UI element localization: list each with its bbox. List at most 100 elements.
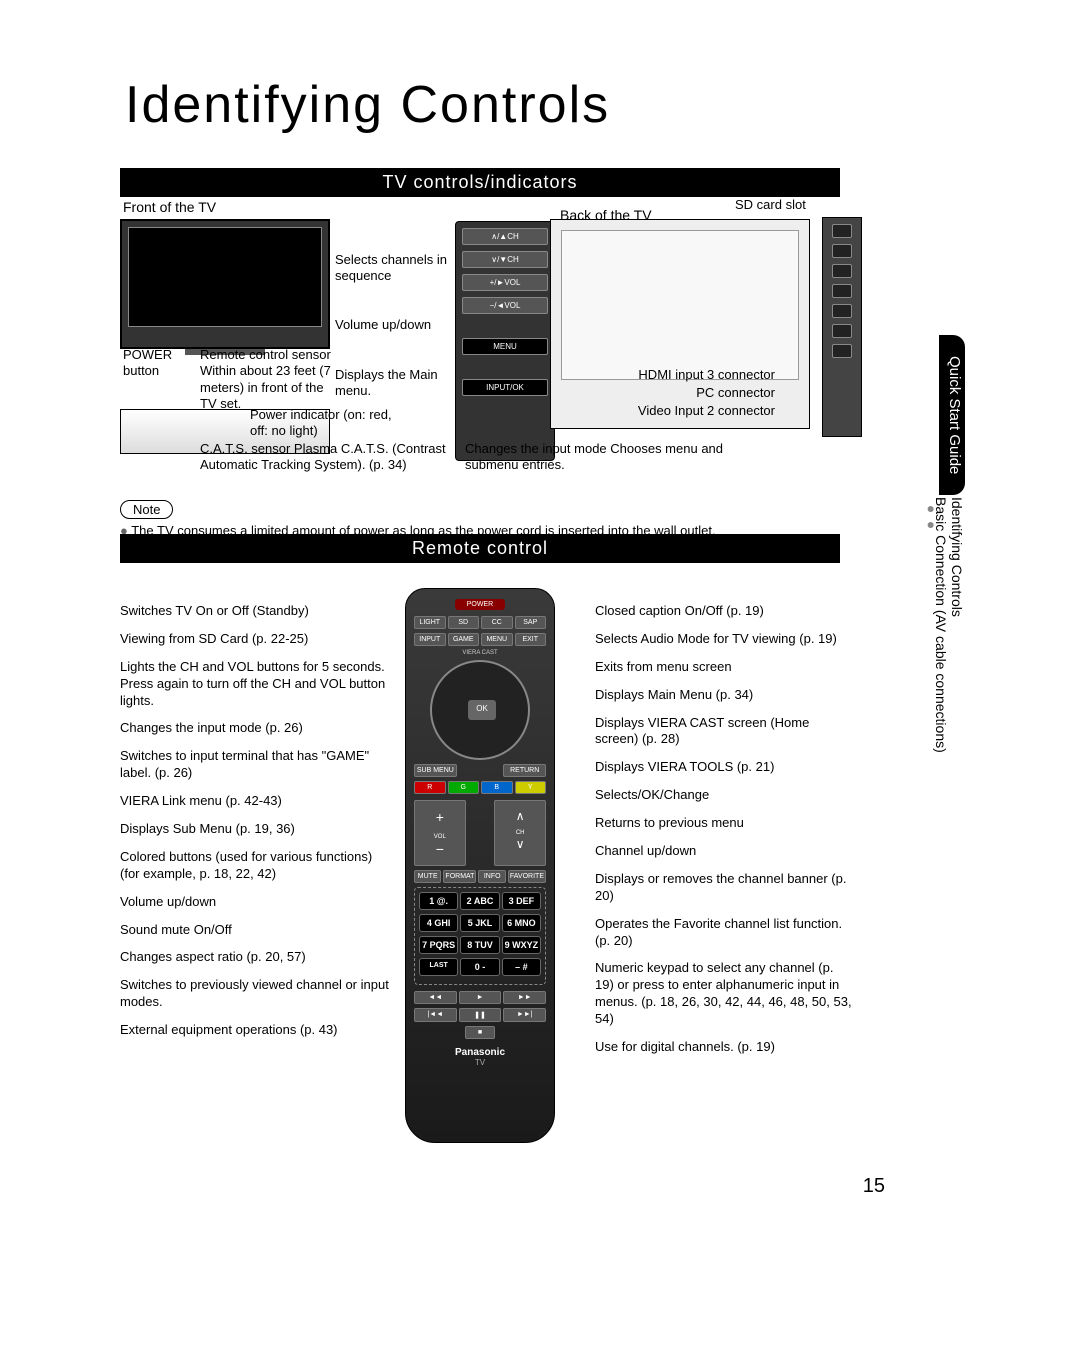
input-btn: INPUT	[414, 633, 446, 646]
prev-btn: |◄◄	[414, 1008, 457, 1022]
quick-start-tab: Quick Start Guide	[939, 335, 965, 495]
callout-volume: Volume up/down	[335, 317, 450, 333]
key-9: 9 WXYZ	[502, 936, 541, 954]
l-mute: Sound mute On/Off	[120, 922, 395, 939]
l-sub: Displays Sub Menu (p. 19, 36)	[120, 821, 395, 838]
r-cc: Closed caption On/Off (p. 19)	[595, 603, 855, 620]
red-btn: R	[414, 781, 446, 794]
input-ok-btn: INPUT/OK	[462, 379, 548, 396]
l-game: Switches to input terminal that has "GAM…	[120, 748, 395, 782]
numeric-keypad: 1 @.2 ABC3 DEF 4 GHI5 JKL6 MNO 7 PQRS8 T…	[414, 887, 546, 985]
tv-controls-section: TV controls/indicators Front of the TV B…	[120, 168, 840, 205]
light-btn: LIGHT	[414, 616, 446, 629]
next-btn: ►►|	[503, 1008, 546, 1022]
key-4: 4 GHI	[419, 914, 458, 932]
right-callouts: Closed caption On/Off (p. 19) Selects Au…	[595, 603, 855, 1067]
r-cast: Displays VIERA CAST screen (Home screen)…	[595, 715, 855, 749]
callout-cats: C.A.T.S. sensor Plasma C.A.T.S. (Contras…	[200, 441, 450, 474]
remote-control-section: Remote control POWER LIGHT SD CC SAP INP…	[120, 534, 840, 1143]
play-btn: ►	[459, 991, 502, 1004]
remote-illustration: POWER LIGHT SD CC SAP INPUT GAME MENU EX…	[405, 588, 555, 1143]
key-3: 3 DEF	[502, 892, 541, 910]
l-power: Switches TV On or Off (Standby)	[120, 603, 395, 620]
ff-btn: ►►	[503, 991, 546, 1004]
r-exit: Exits from menu screen	[595, 659, 855, 676]
brand-label: Panasonic	[414, 1047, 546, 1058]
mute-btn: MUTE	[414, 870, 441, 883]
callout-power-btn: POWER button	[123, 347, 178, 380]
l-light: Lights the CH and VOL buttons for 5 seco…	[120, 659, 395, 710]
hdmi-port-icon	[832, 244, 852, 258]
green-btn: G	[448, 781, 480, 794]
av-port3-icon	[832, 324, 852, 338]
tab-text: Identifying Controls Basic Connection (A…	[933, 497, 965, 847]
key-7: 7 PQRS	[419, 936, 458, 954]
front-tv-illustration	[120, 219, 330, 349]
remote-section-header: Remote control	[120, 534, 840, 563]
av-port4-icon	[832, 344, 852, 358]
r-sap: Selects Audio Mode for TV viewing (p. 19…	[595, 631, 855, 648]
l-aspect: Changes aspect ratio (p. 20, 57)	[120, 949, 395, 966]
r-ok: Selects/OK/Change	[595, 787, 855, 804]
callout-hdmi3: HDMI input 3 connector	[615, 367, 775, 383]
blue-btn: B	[481, 781, 513, 794]
key-2: 2 ABC	[460, 892, 499, 910]
info-btn: INFO	[478, 870, 505, 883]
callout-pc: PC connector	[665, 385, 775, 401]
side-tab: Quick Start Guide ●● Identifying Control…	[885, 335, 965, 845]
sd-slot-label: SD card slot	[735, 197, 806, 212]
sd-port-icon	[832, 224, 852, 238]
sap-btn: SAP	[515, 616, 547, 629]
return-btn: RETURN	[503, 764, 546, 777]
key-5: 5 JKL	[460, 914, 499, 932]
key-1: 1 @.	[419, 892, 458, 910]
nav-wheel: OK	[430, 660, 530, 760]
l-input: Changes the input mode (p. 26)	[120, 720, 395, 737]
pc-port-icon	[832, 264, 852, 278]
ok-btn: OK	[468, 700, 496, 720]
exit-btn: EXIT	[515, 633, 547, 646]
ch-up-btn: ∧/▲CH	[462, 228, 548, 245]
page-title: Identifying Controls	[125, 75, 610, 135]
r-tools: Displays VIERA TOOLS (p. 21)	[595, 759, 855, 776]
r-digital: Use for digital channels. (p. 19)	[595, 1039, 855, 1056]
vol-up-btn: +/►VOL	[462, 274, 548, 291]
l-viera: VIERA Link menu (p. 42-43)	[120, 793, 395, 810]
l-sd: Viewing from SD Card (p. 22-25)	[120, 631, 395, 648]
key-dash: – #	[502, 958, 541, 976]
key-8: 8 TUV	[460, 936, 499, 954]
av-port-icon	[832, 284, 852, 298]
r-ch: Channel up/down	[595, 843, 855, 860]
r-keypad: Numeric keypad to select any channel (p.…	[595, 960, 855, 1028]
yellow-btn: Y	[515, 781, 547, 794]
key-last: LAST	[419, 958, 458, 976]
l-color: Colored buttons (used for various functi…	[120, 849, 395, 883]
callout-channels: Selects channels in sequence	[335, 252, 450, 285]
l-vol: Volume up/down	[120, 894, 395, 911]
callout-input-mode: Changes the input mode Chooses menu and …	[465, 441, 725, 474]
sd-btn: SD	[448, 616, 480, 629]
submenu-btn: SUB MENU	[414, 764, 457, 777]
stop-btn: ■	[465, 1026, 495, 1039]
front-tv-label: Front of the TV	[123, 199, 216, 215]
format-btn: FORMAT	[443, 870, 476, 883]
key-6: 6 MNO	[502, 914, 541, 932]
rew-btn: ◄◄	[414, 991, 457, 1004]
vol-rocker: +VOL−	[414, 800, 466, 866]
r-menu: Displays Main Menu (p. 34)	[595, 687, 855, 704]
vol-down-btn: −/◄VOL	[462, 297, 548, 314]
pause-btn: ❚❚	[459, 1008, 502, 1022]
l-last: Switches to previously viewed channel or…	[120, 977, 395, 1011]
callout-main-menu: Displays the Main menu.	[335, 367, 450, 400]
power-btn: POWER	[455, 599, 505, 610]
r-banner: Displays or removes the channel banner (…	[595, 871, 855, 905]
ch-rocker: ∧CH∨	[494, 800, 546, 866]
key-0: 0 -	[460, 958, 499, 976]
r-return: Returns to previous menu	[595, 815, 855, 832]
note-label: Note	[120, 500, 173, 519]
callout-remote-sensor: Remote control sensor Within about 23 fe…	[200, 347, 335, 412]
side-ports-panel	[822, 217, 862, 437]
r-fav: Operates the Favorite channel list funct…	[595, 916, 855, 950]
side-control-strip: ∧/▲CH ∨/▼CH +/►VOL −/◄VOL MENU INPUT/OK	[455, 221, 555, 461]
page-number: 15	[863, 1175, 885, 1198]
